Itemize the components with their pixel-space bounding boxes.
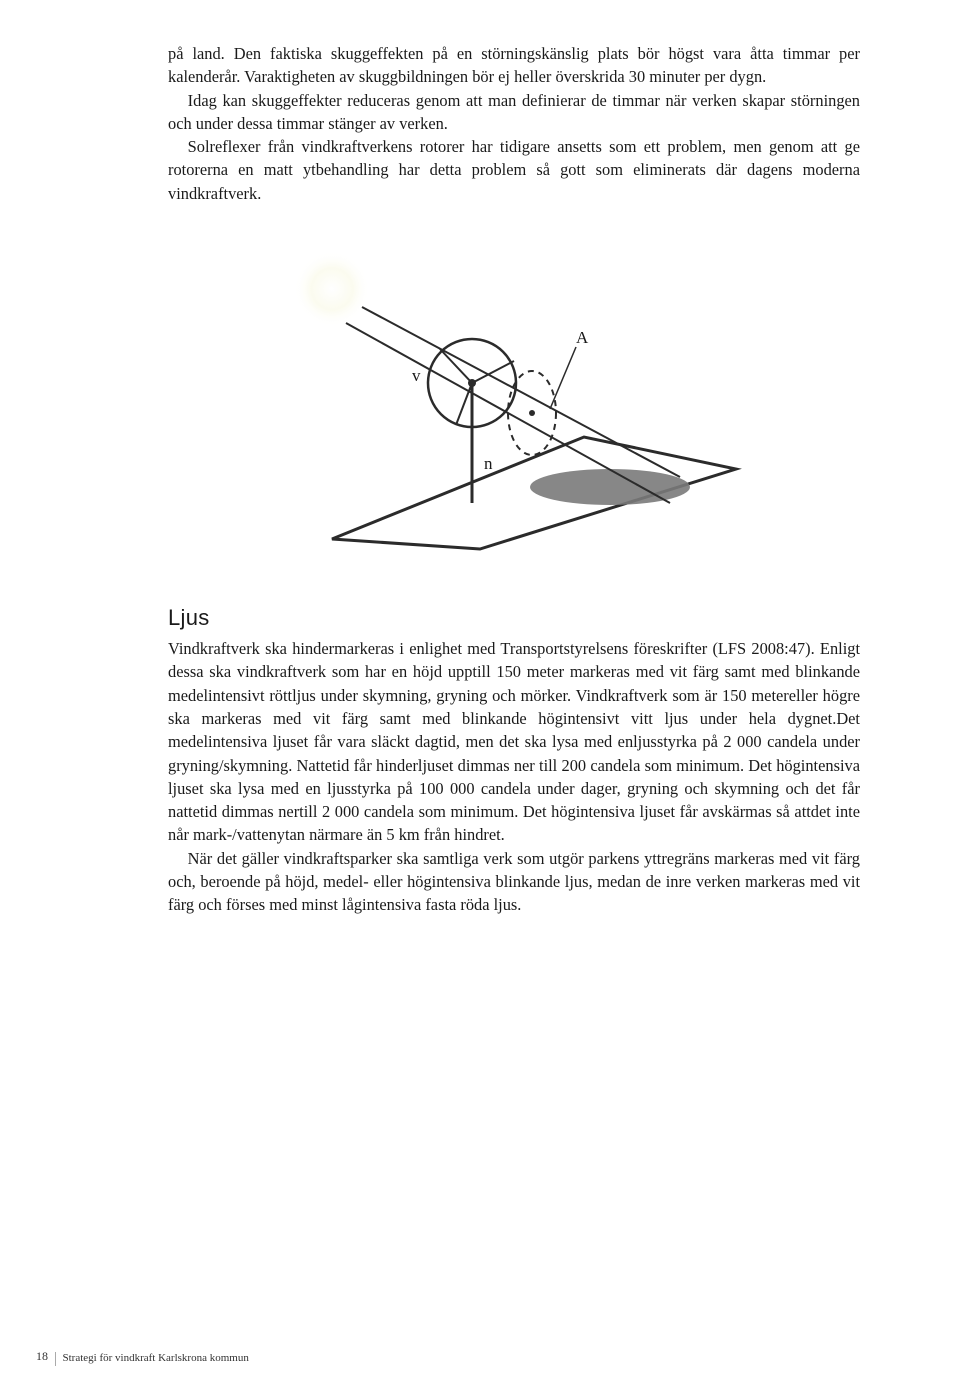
paragraph-2: Idag kan skuggeffekter reduceras genom a… <box>168 89 860 136</box>
page-footer: 18 Strategi för vindkraft Karlskrona kom… <box>36 1349 249 1364</box>
sun-icon <box>294 251 370 327</box>
sun-ray-lower <box>346 323 670 503</box>
paragraph-4: Vindkraftverk ska hindermarkeras i enlig… <box>168 637 860 847</box>
intro-paragraphs: på land. Den faktiska skuggeffekten på e… <box>168 42 860 205</box>
section-heading-ljus: Ljus <box>168 605 860 631</box>
paragraph-3: Solreflexer från vindkraftverkens rotore… <box>168 135 860 205</box>
page-content: på land. Den faktiska skuggeffekten på e… <box>0 0 960 917</box>
paragraph-5: När det gäller vindkraftsparker ska samt… <box>168 847 860 917</box>
shadow-ellipse <box>530 469 690 505</box>
label-v: v <box>412 366 421 385</box>
page-number: 18 <box>36 1349 48 1364</box>
label-n: n <box>484 454 493 473</box>
document-title: Strategi för vindkraft Karlskrona kommun <box>63 1352 249 1364</box>
sun-ray-upper <box>362 307 680 477</box>
ljus-paragraphs: Vindkraftverk ska hindermarkeras i enlig… <box>168 637 860 917</box>
label-a: A <box>576 328 589 347</box>
wind-turbine-shadow-svg: v n A <box>284 251 744 551</box>
paragraph-1: på land. Den faktiska skuggeffekten på e… <box>168 42 860 89</box>
shadow-diagram: v n A <box>168 251 860 551</box>
footer-divider <box>55 1352 56 1366</box>
